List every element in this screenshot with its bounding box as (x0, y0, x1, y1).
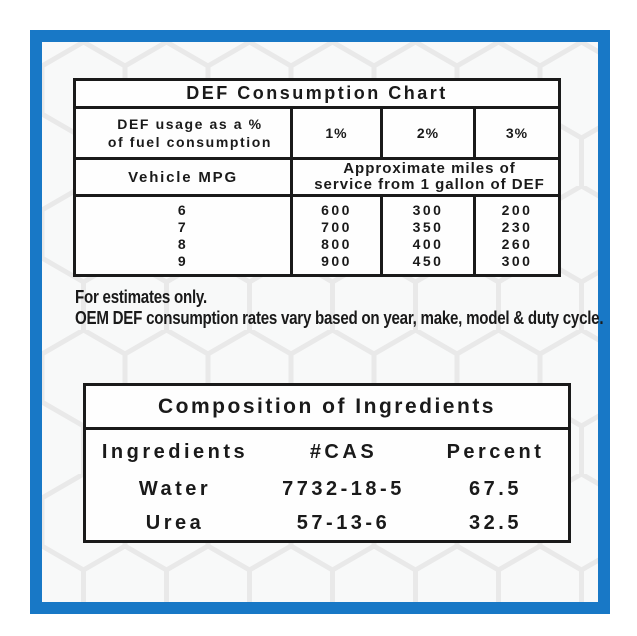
footnote-line2: OEM DEF consumption rates vary based on … (75, 307, 604, 328)
miles-value: 400 (412, 235, 444, 252)
ingredient-percent: 32.5 (469, 511, 522, 534)
miles-value: 230 (501, 218, 533, 235)
vehicle-mpg-header: Vehicle MPG (76, 160, 290, 194)
ingredient-percent: 67.5 (469, 477, 522, 500)
mpg-value: 8 (177, 235, 189, 252)
pct-col-2: 2% (383, 109, 473, 157)
miles-header-line2: service from 1 gallon of DEF (314, 176, 545, 193)
mpg-value-column: 6 7 8 9 (76, 197, 290, 274)
miles-header-line1: Approximate miles of (343, 160, 516, 177)
ingredient-cas: 7732-18-5 (282, 477, 405, 500)
miles-3pct-column: 200 230 260 300 (476, 197, 558, 274)
def-usage-header-line2: of fuel consumption (107, 134, 273, 150)
footnote-line1: For estimates only. (75, 287, 207, 307)
estimates-footnote: For estimates only. OEM DEF consumption … (75, 287, 604, 328)
def-table-title: DEF Consumption Chart (76, 81, 558, 106)
miles-value: 700 (321, 218, 352, 235)
ingredient-name: Urea (145, 511, 205, 534)
composition-table-body: Ingredients #CAS Percent Water 7732-18-5… (86, 430, 568, 540)
composition-header-percent: Percent (446, 440, 545, 463)
miles-1pct-column: 600 700 800 900 (293, 197, 380, 274)
miles-2pct-column: 300 350 400 450 (383, 197, 473, 274)
mpg-value: 7 (177, 218, 189, 235)
ingredient-cas: 57-13-6 (296, 511, 391, 534)
miles-value: 450 (412, 252, 444, 269)
composition-table-title: Composition of Ingredients (86, 386, 568, 430)
ingredient-name: Water (138, 477, 212, 500)
pct-col-1: 1% (293, 109, 380, 157)
composition-header-ingredients: Ingredients (101, 440, 249, 463)
miles-value: 350 (412, 218, 444, 235)
def-usage-header: DEF usage as a % of fuel consumption (76, 109, 290, 157)
def-usage-header-line1: DEF usage as a % (117, 116, 263, 132)
miles-value: 900 (321, 252, 352, 269)
miles-value: 300 (412, 201, 444, 218)
mpg-value: 9 (177, 252, 189, 269)
miles-value: 260 (501, 235, 533, 252)
miles-value: 600 (321, 201, 352, 218)
miles-of-service-header: Approximate miles of service from 1 gall… (293, 160, 558, 194)
composition-header-cas: #CAS (309, 440, 378, 463)
miles-value: 800 (321, 235, 352, 252)
mpg-value: 6 (177, 201, 189, 218)
miles-value: 300 (501, 252, 533, 269)
miles-value: 200 (501, 201, 533, 218)
composition-table: Composition of Ingredients Ingredients #… (83, 383, 571, 543)
pct-col-3: 3% (476, 109, 558, 157)
def-consumption-table: DEF Consumption Chart DEF usage as a % o… (73, 78, 561, 277)
